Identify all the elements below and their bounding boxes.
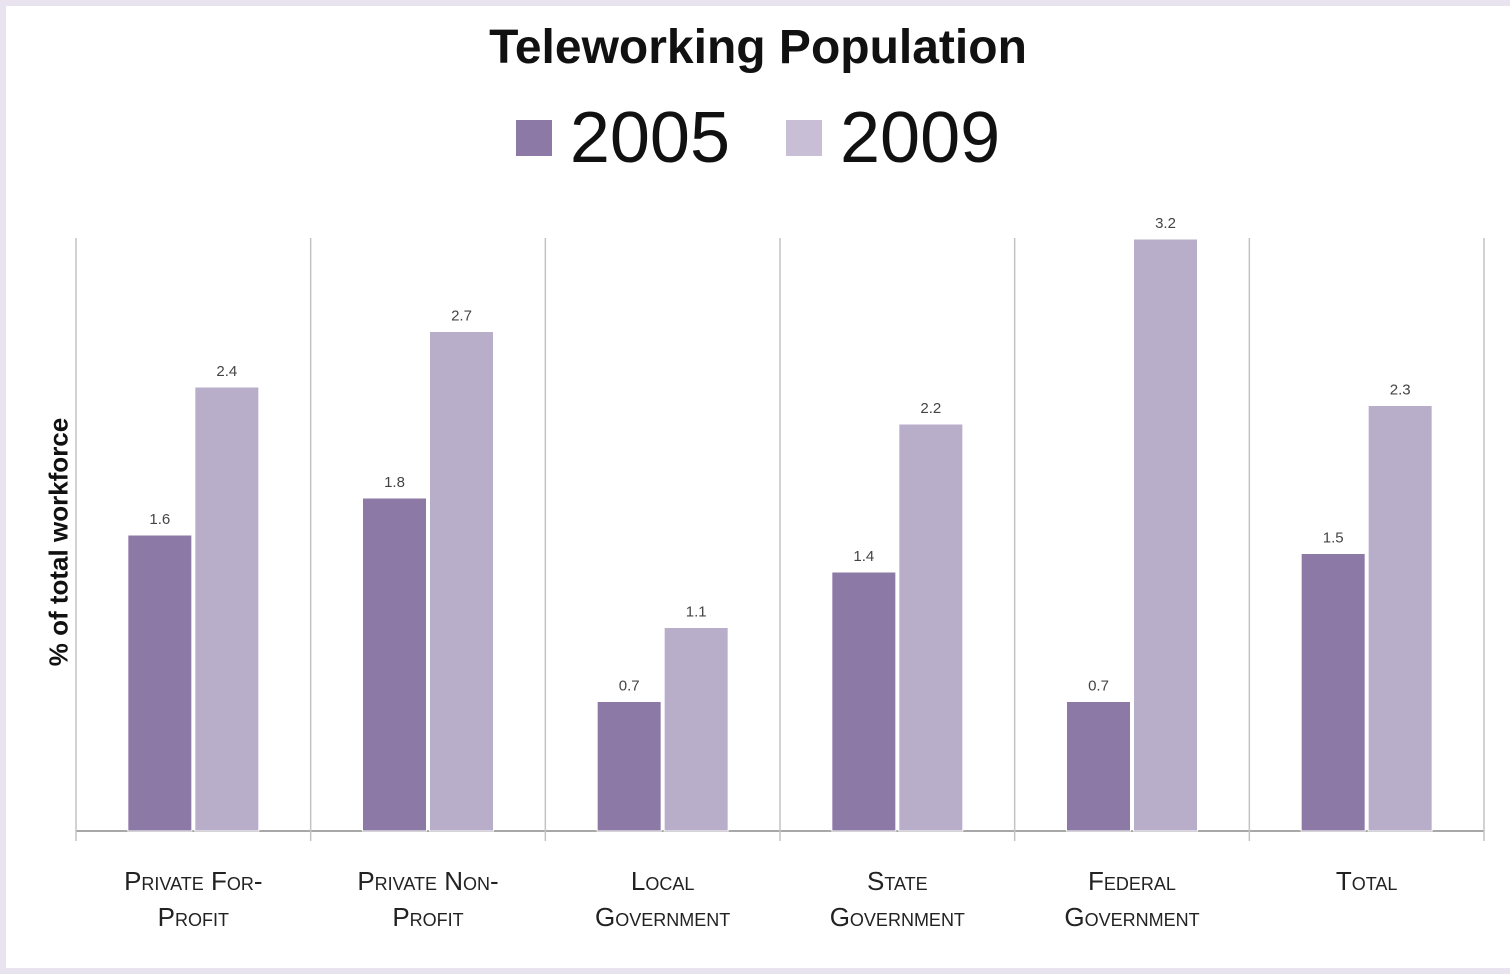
data-label-2005-5: 1.5 [1323,530,1344,547]
data-label-2009-4: 3.2 [1155,215,1176,232]
bar-2009-0 [194,386,260,832]
bar-2005-0 [127,534,193,832]
bar-2009-5 [1367,405,1433,832]
bar-2009-4 [1133,238,1198,832]
data-label-2005-2: 0.7 [619,678,640,695]
x-tick-label: Government [830,902,965,932]
x-tick-label: Profit [392,902,463,932]
x-tick-label: Private Non- [357,866,498,896]
x-tick-label: State [867,866,928,896]
bar-2005-5 [1300,553,1366,832]
x-tick-label: Government [1064,902,1199,932]
data-label-2009-2: 1.1 [686,604,707,621]
legend-item-2005: 2005 [515,98,730,178]
bar-2009-2 [663,627,729,832]
x-tick-label: Government [595,902,730,932]
data-label-2005-4: 0.7 [1088,678,1109,695]
x-tick-label: Total [1336,866,1398,896]
bar-2005-2 [596,701,662,832]
x-tick-label: Private For- [124,866,262,896]
legend-label-2009: 2009 [840,98,1001,178]
chart-title: Teleworking Population [489,21,1027,74]
data-label-2009-1: 2.7 [451,308,472,325]
bar-2009-1 [429,331,494,832]
data-label-2009-5: 2.3 [1390,382,1411,399]
plot-area: 1.6 2.4 Private For- Profit 1.8 2.7 Private No… [75,215,1485,932]
data-label-2009-3: 2.2 [920,400,941,417]
data-label-2005-3: 1.4 [853,548,874,565]
data-label-2005-1: 1.8 [384,474,405,491]
data-label-2005-0: 1.6 [149,511,170,528]
bar-2009-3 [898,423,964,832]
legend-swatch-2009 [786,120,822,156]
bar-2005-3 [831,571,897,832]
legend-label-2005: 2005 [569,98,730,178]
bar-2005-4 [1066,701,1131,832]
chart-legend: 2005 2009 [6,102,1510,174]
x-tick-label: Local [631,866,694,896]
chart-canvas: Teleworking Population 2005 2009 % of to… [6,6,1510,968]
data-label-2009-0: 2.4 [216,363,237,380]
x-tick-label: Federal [1088,866,1176,896]
legend-swatch-2005 [515,120,552,156]
legend-item-2009: 2009 [786,102,1000,174]
x-tick-label: Profit [158,902,229,932]
bar-2005-1 [362,497,427,832]
